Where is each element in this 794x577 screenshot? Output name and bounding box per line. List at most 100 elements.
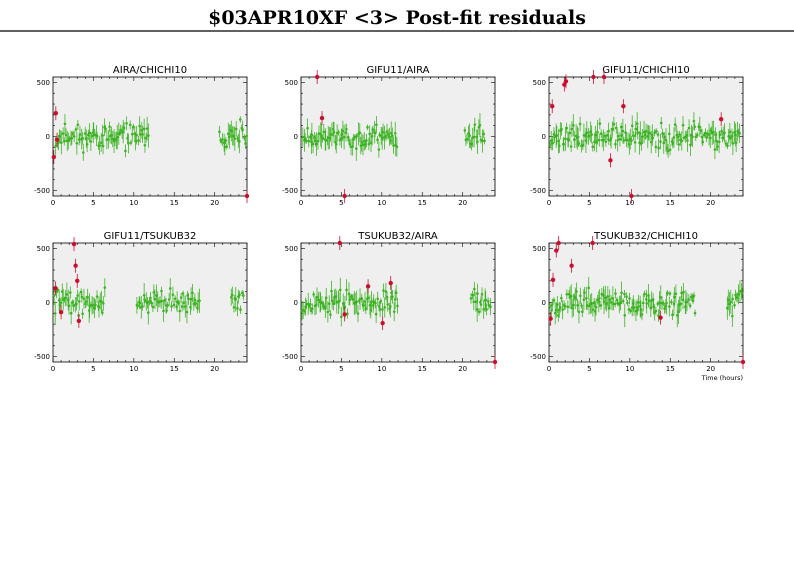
- residual-point: [369, 141, 373, 144]
- residual-point: [167, 298, 171, 301]
- residual-point: [231, 293, 234, 297]
- residual-point: [306, 126, 309, 130]
- x-tick-label: 20: [210, 365, 219, 373]
- residual-point: [314, 139, 317, 142]
- residual-point: [688, 304, 692, 308]
- residual-point: [731, 297, 735, 301]
- residual-point: [234, 127, 238, 131]
- residual-point: [693, 311, 697, 315]
- residual-point: [238, 293, 241, 297]
- residual-point: [548, 143, 552, 146]
- residual-point: [477, 125, 481, 129]
- residual-point: [327, 302, 331, 305]
- residual-point: [640, 313, 644, 316]
- residual-point: [376, 138, 379, 142]
- residual-point: [147, 134, 150, 137]
- residual-point: [472, 300, 476, 304]
- residual-point: [152, 291, 156, 294]
- residual-point: [70, 136, 74, 140]
- residual-point: [582, 298, 586, 302]
- flagged-point: [740, 359, 746, 365]
- residual-point: [374, 312, 378, 316]
- residual-point: [317, 298, 320, 302]
- residual-point: [590, 133, 593, 136]
- residual-point: [636, 131, 640, 134]
- residual-point: [181, 292, 185, 295]
- x-tick-label: 10: [129, 199, 138, 207]
- residual-point: [115, 135, 119, 139]
- flagged-point: [337, 240, 342, 246]
- residual-point: [324, 296, 328, 300]
- residual-point: [657, 146, 660, 150]
- residual-point: [352, 138, 355, 141]
- residual-point: [242, 294, 245, 297]
- residual-point: [630, 124, 634, 128]
- x-tick-label: 10: [129, 365, 138, 373]
- x-tick-label: 10: [625, 199, 634, 207]
- residual-point: [555, 134, 559, 137]
- residual-point: [90, 134, 94, 138]
- residual-point: [92, 128, 96, 132]
- residual-point: [469, 297, 473, 300]
- residual-point: [701, 140, 705, 144]
- residual-point: [322, 130, 326, 134]
- residual-point: [609, 301, 613, 304]
- residual-point: [363, 300, 367, 303]
- residual-point: [596, 130, 599, 134]
- y-tick-label: -500: [530, 187, 546, 195]
- residual-point: [734, 141, 738, 144]
- residual-point: [71, 132, 75, 135]
- residual-point: [674, 292, 678, 296]
- residual-point: [470, 142, 473, 146]
- residual-point: [608, 298, 612, 301]
- residual-point: [560, 127, 563, 131]
- x-tick-label: 15: [170, 365, 179, 373]
- flagged-point: [342, 193, 347, 199]
- residual-point: [562, 142, 566, 146]
- residual-point: [198, 299, 201, 303]
- residual-point: [733, 303, 736, 307]
- residual-point: [607, 129, 610, 133]
- residual-point: [136, 304, 139, 307]
- flagged-point: [342, 312, 347, 317]
- residual-point: [391, 295, 394, 299]
- residual-point: [598, 122, 602, 125]
- residual-point: [570, 306, 574, 310]
- flagged-point: [53, 111, 59, 116]
- residual-point: [184, 305, 187, 308]
- y-tick-label: 500: [37, 245, 50, 253]
- residual-point: [370, 300, 373, 303]
- flagged-point: [569, 263, 574, 268]
- residual-point: [738, 132, 741, 135]
- residual-point: [330, 289, 333, 293]
- residual-point: [141, 305, 144, 308]
- residual-point: [489, 305, 492, 308]
- residual-point: [244, 142, 247, 145]
- x-tick-label: 15: [418, 365, 427, 373]
- flagged-point: [548, 316, 553, 321]
- y-tick-label: 0: [294, 299, 298, 307]
- residual-point: [620, 134, 623, 137]
- residual-point: [58, 303, 62, 307]
- residual-point: [366, 296, 370, 300]
- residual-point: [175, 305, 178, 309]
- residual-point: [351, 298, 355, 301]
- residual-point: [165, 309, 168, 312]
- residual-point: [168, 287, 172, 290]
- flagged-point: [58, 310, 64, 315]
- residual-point: [355, 300, 358, 304]
- residual-point: [127, 142, 130, 145]
- residual-point: [471, 293, 474, 297]
- residual-point: [573, 138, 576, 141]
- residual-point: [229, 295, 233, 299]
- residual-point: [483, 139, 486, 143]
- residual-point: [652, 305, 655, 309]
- residual-point: [320, 301, 324, 305]
- residual-point: [396, 304, 399, 308]
- residual-point: [572, 303, 575, 307]
- y-tick-label: 0: [46, 299, 50, 307]
- residual-point: [580, 304, 583, 307]
- residual-point: [723, 131, 726, 135]
- x-tick-label: 5: [339, 199, 343, 207]
- x-tick-label: 5: [587, 365, 591, 373]
